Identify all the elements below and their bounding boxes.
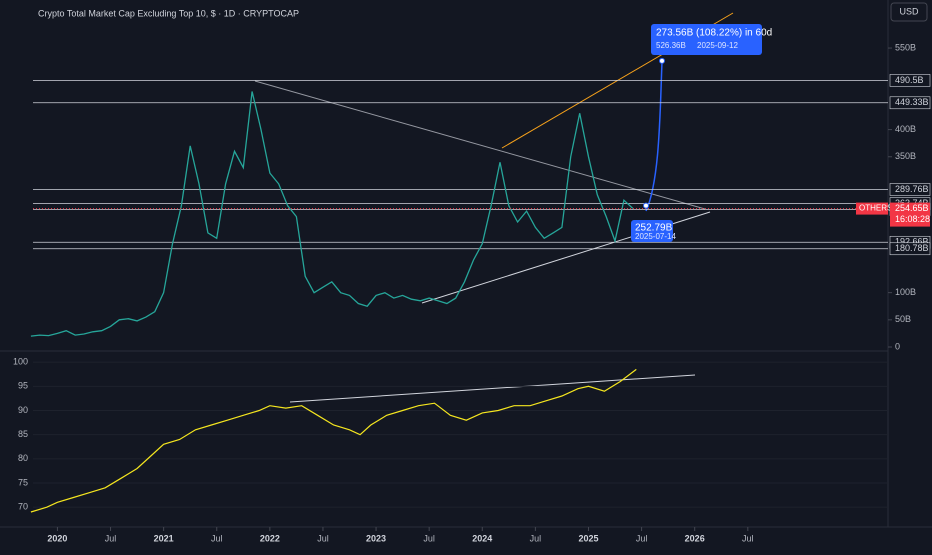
currency[interactable]: USD (899, 6, 919, 16)
y-tick-label: 75 (18, 477, 28, 487)
callout-sub: 526.36B (656, 41, 686, 50)
level-label-bg (889, 183, 931, 196)
x-tick-label: 2024 (472, 533, 492, 543)
y-tick-label: 100B (895, 287, 916, 297)
y-tick-label: 90 (18, 405, 28, 415)
y-tick-label: 350B (895, 151, 916, 161)
level-label: 192.66B (895, 237, 929, 247)
y-tick-label: 70 (18, 502, 28, 512)
x-tick-label: 2023 (366, 533, 386, 543)
chart-title: Crypto Total Market Cap Excluding Top 10… (38, 8, 299, 18)
countdown: 16:08:28 (895, 214, 930, 224)
trendline (289, 374, 696, 403)
level-label-bg (889, 242, 931, 256)
y-tick-label: 0 (895, 341, 900, 351)
x-tick-label: Jul (636, 533, 648, 543)
callout-text: 252.79B (635, 223, 673, 234)
x-tick-label: Jul (105, 533, 117, 543)
level-label: 490.5B (895, 75, 924, 85)
y-tick-label: 100 (13, 357, 28, 367)
series-tag: OTHERS (859, 204, 892, 213)
series-tag-bg (856, 202, 888, 215)
x-tick-label: Jul (530, 533, 542, 543)
callout-bg (631, 220, 673, 242)
x-tick-label: Jul (211, 533, 223, 543)
projection-path (645, 61, 663, 212)
x-tick-label: Jul (317, 533, 329, 543)
y-tick-label: 95 (18, 381, 28, 391)
series-line (30, 368, 637, 513)
callout-date: 2025-09-12 (697, 41, 738, 50)
callout-date: 2025-07-14 (635, 232, 676, 241)
level-label-bg (889, 96, 931, 110)
level-label: 180.78B (895, 243, 929, 253)
x-tick-label: Jul (423, 533, 435, 543)
x-tick-label: 2022 (260, 533, 280, 543)
start-point (643, 202, 649, 209)
callout-text: 273.56B (108.22%) in 60d (656, 28, 772, 39)
x-tick-label: 2021 (154, 533, 174, 543)
last-price: 254.65B (895, 203, 929, 213)
y-tick-label: 85 (18, 429, 28, 439)
y-tick-label: 50B (895, 314, 911, 324)
x-tick-label: 2025 (578, 533, 598, 543)
last-price-bg (890, 202, 930, 227)
target-point (659, 57, 665, 64)
y-tick-label: 400B (895, 124, 916, 134)
trendline (254, 80, 706, 210)
x-tick-label: 2020 (47, 533, 67, 543)
currency-button[interactable] (890, 2, 928, 22)
y-tick-label: 80 (18, 453, 28, 463)
x-tick-label: 2026 (685, 533, 705, 543)
series-line (30, 91, 634, 337)
callout-bg (651, 24, 762, 55)
level-label: 449.33B (895, 97, 929, 107)
x-tick-label: Jul (742, 533, 754, 543)
level-label-bg (889, 74, 931, 87)
level-label: 289.76B (895, 184, 929, 194)
y-tick-label: 550B (895, 42, 916, 52)
